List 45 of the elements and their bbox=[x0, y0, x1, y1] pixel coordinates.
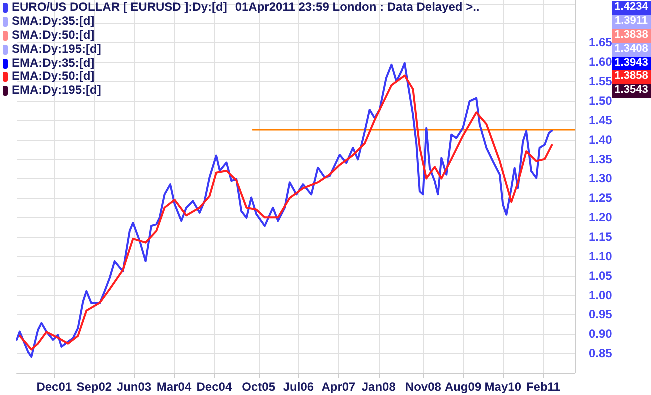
y-tick-label: 1.25 bbox=[589, 191, 613, 206]
x-tick-label: Feb11 bbox=[526, 380, 561, 394]
x-tick-label: Nov08 bbox=[405, 380, 442, 394]
x-tick-label: Dec04 bbox=[196, 380, 232, 394]
y-tick-label: 1.65 bbox=[589, 36, 613, 50]
y-tick-label: 1.30 bbox=[589, 172, 613, 186]
annotation: SMA:Dy:35:[d] bbox=[12, 14, 95, 29]
y-tick-label: 0.95 bbox=[589, 308, 613, 322]
x-tick-label: Sep02 bbox=[76, 380, 112, 394]
y-tick-label: 1.10 bbox=[589, 249, 613, 264]
text: 1.3408 bbox=[612, 42, 651, 57]
chart-title: 01Apr2011 23:59 London : Data Delayed >.. bbox=[235, 0, 480, 15]
y-tick-label: 1.20 bbox=[589, 210, 613, 225]
x-tick-label: Oct05 bbox=[242, 380, 276, 394]
y-tick-label: 1.05 bbox=[589, 268, 613, 283]
annotation: EMA:Dy:195:[d] bbox=[12, 83, 102, 98]
y-tick-label: 1.35 bbox=[589, 152, 613, 166]
x-tick-label: Jul06 bbox=[283, 380, 314, 394]
y-tick-label: 1.15 bbox=[589, 230, 613, 244]
x-tick-label: Mar04 bbox=[156, 380, 192, 394]
annotation: SMA:Dy:195:[d] bbox=[12, 42, 102, 57]
text: 1.3543 bbox=[612, 84, 651, 98]
annotation: EMA:Dy:35:[d] bbox=[12, 56, 95, 70]
text: 1.3858 bbox=[612, 70, 651, 84]
y-tick-label: 1.40 bbox=[589, 132, 613, 147]
y-tick-label: 1.60 bbox=[589, 55, 613, 70]
x-tick-label: Jan08 bbox=[362, 380, 396, 394]
x-tick-label: Aug09 bbox=[444, 380, 482, 394]
legend-label: EMA:Dy:50:[d] bbox=[12, 69, 95, 84]
x-tick-label: Apr07 bbox=[322, 380, 356, 394]
x-tick-label: Dec01 bbox=[36, 380, 72, 394]
y-tick-label: 1.55 bbox=[589, 74, 613, 89]
x-tick-label: Jun03 bbox=[116, 380, 152, 394]
y-tick-label: 1.45 bbox=[589, 113, 613, 128]
text: 1.3838 bbox=[612, 28, 651, 43]
y-tick-label: 0.85 bbox=[589, 346, 613, 361]
annotation: SMA:Dy:50:[d] bbox=[12, 28, 95, 43]
text: 1.3943 bbox=[612, 56, 651, 70]
x-tick-label: May10 bbox=[484, 380, 522, 394]
text: 1.3911 bbox=[612, 14, 651, 29]
legend-label: EURO/US DOLLAR [ EURUSD ]:Dy:[d] bbox=[12, 0, 228, 15]
y-tick-label: 1.00 bbox=[589, 288, 613, 302]
y-tick-label: 1.50 bbox=[589, 94, 613, 108]
y-tick-label: 0.90 bbox=[589, 327, 613, 342]
text: 1.4234 bbox=[612, 1, 651, 15]
